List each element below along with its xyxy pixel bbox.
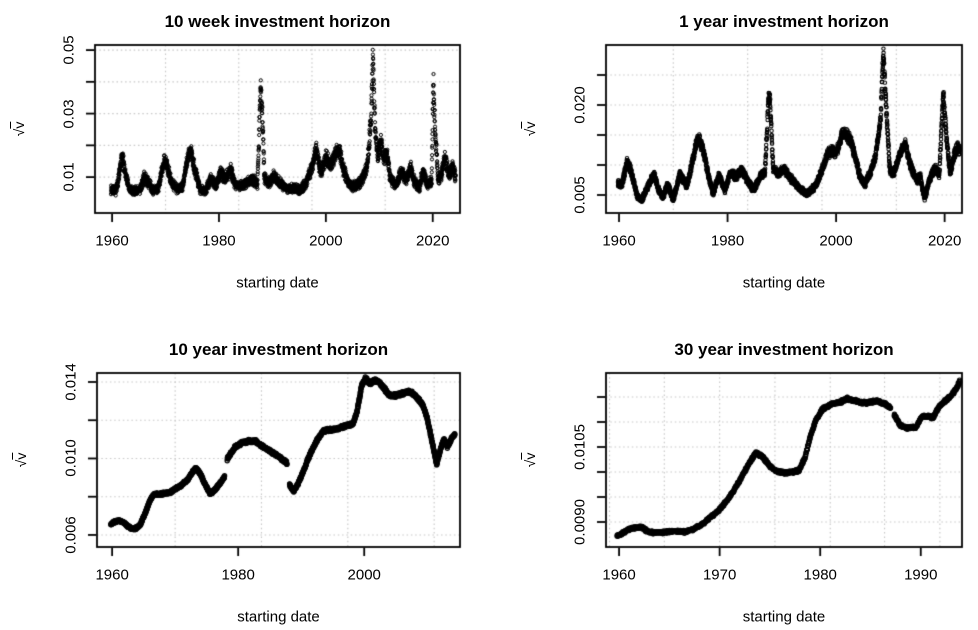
- x-tick-label: 2000: [309, 232, 343, 250]
- y-tick-label: 0.005: [571, 176, 589, 214]
- x-tick-label: 1980: [202, 232, 236, 250]
- sqrt-symbol: √: [13, 459, 29, 468]
- x-tick-label: 1960: [602, 566, 636, 584]
- sqrt-radicand: v: [13, 452, 29, 460]
- sqrt-symbol: √: [522, 459, 538, 468]
- y-axis-label-10year: √v: [13, 453, 29, 468]
- chart-title-1year: 1 year investment horizon: [679, 12, 889, 31]
- x-tick-label: 2020: [416, 232, 450, 250]
- y-tick-label: 0.05: [60, 35, 78, 65]
- x-tick-label: 2000: [819, 232, 853, 250]
- chart-title-30year: 30 year investment horizon: [674, 340, 894, 359]
- x-tick-label: 1960: [95, 566, 129, 584]
- x-tick-label: 2000: [347, 566, 381, 584]
- sqrt-radicand: v: [11, 121, 27, 129]
- x-axis-label-10week: starting date: [236, 274, 319, 292]
- x-axis-label-10year: starting date: [237, 608, 320, 626]
- y-tick-label: 0.03: [60, 98, 78, 129]
- x-axis-label-1year: starting date: [742, 274, 826, 292]
- y-axis-label-1year: √v: [522, 122, 538, 137]
- x-tick-label: 1960: [602, 232, 636, 250]
- x-tick-label: 2020: [927, 232, 962, 250]
- x-tick-label: 1980: [221, 566, 255, 584]
- y-tick-label: 0.014: [62, 363, 80, 401]
- x-tick-label: 1990: [904, 566, 938, 584]
- x-tick-label: 1960: [95, 232, 129, 250]
- x-tick-label: 1980: [803, 566, 837, 584]
- y-tick-label: 0.01: [60, 162, 78, 192]
- chart-title-10year: 10 year investment horizon: [168, 340, 389, 359]
- y-axis-label-10week: √v: [11, 122, 27, 137]
- y-tick-label: 0.006: [62, 516, 80, 554]
- y-tick-label: 0.0090: [571, 499, 589, 545]
- chart-title-10week: 10 week investment horizon: [164, 12, 391, 31]
- sqrt-symbol: √: [11, 128, 27, 137]
- y-tick-label: 0.010: [62, 439, 80, 478]
- x-tick-label: 1980: [710, 232, 745, 250]
- x-tick-label: 1970: [702, 566, 737, 584]
- x-axis-label-30year: starting date: [742, 608, 826, 626]
- sqrt-radicand: v: [522, 452, 538, 460]
- y-tick-label: 0.0105: [571, 424, 589, 470]
- sqrt-symbol: √: [522, 128, 538, 137]
- sqrt-radicand: v: [522, 121, 538, 129]
- y-tick-label: 0.020: [571, 86, 589, 124]
- y-axis-label-30year: √v: [522, 453, 538, 468]
